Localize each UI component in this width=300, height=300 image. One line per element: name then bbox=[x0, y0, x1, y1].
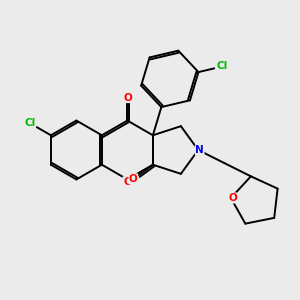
Text: O: O bbox=[228, 193, 237, 203]
Text: Cl: Cl bbox=[217, 61, 228, 71]
Text: O: O bbox=[123, 93, 132, 103]
Text: O: O bbox=[123, 177, 132, 187]
Text: Cl: Cl bbox=[24, 118, 35, 128]
Text: N: N bbox=[195, 145, 204, 155]
Text: O: O bbox=[129, 174, 138, 184]
